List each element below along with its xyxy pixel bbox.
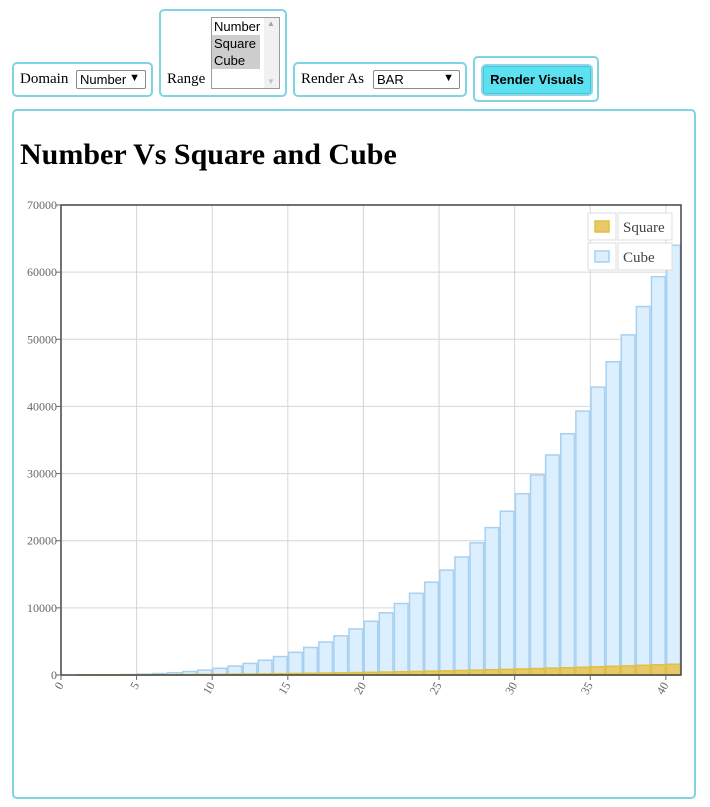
cube-bar bbox=[302, 646, 319, 676]
x-axis-ticks: 0 5 10 15 20 25 30 35 40 bbox=[51, 675, 671, 697]
cube-bar bbox=[590, 386, 606, 676]
range-listbox[interactable]: Number Square Cube ▲ ▼ bbox=[211, 17, 280, 89]
square-bar bbox=[560, 666, 576, 676]
domain-select-value: Number bbox=[80, 72, 127, 87]
cube-bar bbox=[544, 454, 561, 676]
square-bar bbox=[575, 666, 591, 676]
scroll-down-icon[interactable]: ▼ bbox=[267, 77, 275, 86]
square-bar bbox=[620, 665, 636, 676]
legend-label: Cube bbox=[623, 250, 655, 266]
y-tick-label: 60000 bbox=[27, 265, 57, 279]
chevron-down-icon: ▼ bbox=[129, 72, 140, 84]
x-tick-label: 10 bbox=[200, 680, 218, 697]
cube-bar bbox=[363, 620, 379, 676]
cube-bar bbox=[560, 432, 576, 676]
square-bar bbox=[544, 667, 561, 676]
cube-bar bbox=[378, 612, 394, 676]
range-control: Range Number Square Cube ▲ ▼ bbox=[159, 9, 287, 97]
range-scrollbar[interactable]: ▲ ▼ bbox=[264, 18, 279, 88]
render-visuals-button[interactable]: Render Visuals bbox=[481, 64, 593, 96]
y-tick-label: 30000 bbox=[27, 467, 57, 481]
square-bar bbox=[665, 663, 682, 676]
cube-bar bbox=[499, 510, 515, 676]
cube-bar bbox=[257, 659, 273, 676]
x-tick-label: 15 bbox=[275, 680, 293, 697]
square-bar bbox=[529, 667, 545, 676]
render-button-container: Render Visuals bbox=[473, 56, 599, 102]
cube-bar bbox=[242, 662, 258, 676]
x-tick-label: 5 bbox=[127, 680, 142, 692]
domain-label: Domain bbox=[20, 71, 69, 87]
y-tick-label: 50000 bbox=[27, 332, 57, 346]
render-as-label: Render As bbox=[301, 71, 364, 87]
domain-select[interactable]: Number ▼ bbox=[76, 70, 146, 89]
cube-bar bbox=[650, 275, 666, 676]
legend-swatch-box bbox=[587, 212, 617, 241]
cube-bar bbox=[318, 641, 334, 676]
range-label: Range bbox=[167, 71, 206, 87]
cube-bar bbox=[393, 602, 409, 676]
cube-bar bbox=[423, 581, 440, 676]
square-bar bbox=[499, 668, 515, 676]
x-tick-label: 35 bbox=[578, 680, 596, 697]
range-option-square[interactable]: Square bbox=[212, 35, 260, 52]
render-as-select-value: BAR bbox=[377, 72, 404, 87]
cube-bar bbox=[575, 410, 591, 676]
legend-swatch bbox=[594, 250, 610, 263]
cube-bar bbox=[605, 360, 621, 676]
square-bar bbox=[605, 665, 621, 676]
cube-bar bbox=[514, 492, 530, 676]
cube-bar bbox=[635, 305, 651, 676]
cube-bar bbox=[484, 526, 500, 676]
range-option-cube[interactable]: Cube bbox=[212, 52, 260, 69]
x-tick-label: 0 bbox=[51, 680, 66, 692]
cube-bar bbox=[408, 592, 424, 676]
render-as-control: Render As BAR ▼ bbox=[293, 62, 467, 97]
cube-bar bbox=[348, 628, 364, 676]
square-bar bbox=[635, 664, 651, 676]
cube-bar bbox=[454, 556, 470, 676]
cube-bar bbox=[665, 244, 682, 676]
cube-bar bbox=[333, 635, 349, 676]
y-tick-label: 0 bbox=[51, 668, 57, 682]
y-tick-label: 70000 bbox=[27, 198, 57, 212]
x-tick-label: 30 bbox=[502, 680, 520, 697]
plot-frame bbox=[60, 204, 682, 676]
square-bar bbox=[590, 666, 606, 676]
legend-swatch bbox=[594, 220, 610, 233]
y-tick-label: 20000 bbox=[27, 534, 57, 548]
square-bar bbox=[514, 668, 530, 676]
scroll-up-icon[interactable]: ▲ bbox=[267, 19, 275, 28]
chevron-down-icon: ▼ bbox=[443, 72, 454, 84]
cube-bar bbox=[529, 474, 545, 676]
x-tick-label: 25 bbox=[427, 680, 445, 697]
square-bar bbox=[484, 668, 500, 676]
legend-label: Square bbox=[623, 220, 665, 236]
cube-bar bbox=[439, 569, 455, 676]
chart-legend: Square Cube bbox=[587, 212, 673, 271]
square-bar bbox=[650, 664, 666, 676]
render-as-select[interactable]: BAR ▼ bbox=[373, 70, 460, 89]
cube-bar bbox=[287, 651, 303, 676]
legend-label-box bbox=[617, 212, 673, 241]
x-tick-label: 20 bbox=[351, 680, 369, 697]
x-tick-label: 40 bbox=[653, 680, 671, 697]
chart-title: Number Vs Square and Cube bbox=[20, 138, 397, 171]
cube-bar bbox=[620, 334, 636, 676]
cube-bar bbox=[272, 655, 288, 676]
cube-bars bbox=[76, 244, 682, 676]
range-option-number[interactable]: Number bbox=[214, 19, 261, 34]
y-tick-label: 10000 bbox=[27, 601, 57, 615]
legend-label-box bbox=[617, 242, 673, 271]
y-tick-label: 40000 bbox=[27, 399, 57, 413]
domain-control: Domain Number ▼ bbox=[12, 62, 153, 97]
cube-bar bbox=[469, 542, 485, 676]
y-axis-ticks: 0 10000 20000 30000 40000 50000 60000 70000 bbox=[27, 198, 61, 682]
